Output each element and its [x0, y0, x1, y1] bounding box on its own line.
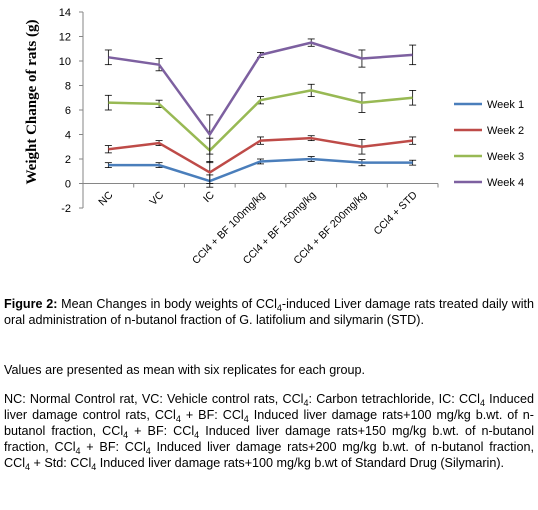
y-axis-label: Weight Change of rats (g): [24, 20, 40, 185]
caption-text: Mean Changes in body weights of CCl: [57, 297, 277, 311]
figure-label: Figure 2:: [4, 297, 58, 311]
abbr-sub: 4: [479, 398, 485, 408]
y-tick-label: 0: [65, 179, 71, 191]
series-line: [108, 157, 413, 183]
legend-label: Week 3: [487, 151, 524, 163]
abbr-sub: 4: [145, 446, 151, 456]
abbr-text: NC: Normal Control rat, VC: Vehicle cont…: [4, 392, 304, 406]
y-tick-label: 6: [65, 105, 71, 117]
abbr-text: Induced liver damage rats+100 mg/kg b.wt…: [96, 456, 505, 470]
abbr-sub: 4: [75, 446, 81, 456]
abbr-text: : Carbon tetrachloride, IC: CCl: [308, 392, 480, 406]
series-week-4: [104, 38, 417, 155]
series-line: [108, 41, 413, 136]
y-tick-label: 12: [59, 32, 71, 44]
abbr-sub: 4: [91, 462, 97, 472]
series-week-2: [104, 135, 417, 184]
abbr-sub: 4: [175, 414, 181, 424]
y-tick-label: 8: [65, 81, 71, 93]
series-layer: [104, 38, 417, 188]
abbr-text: + BF: CCl: [128, 424, 195, 438]
figure-note: Values are presented as mean with six re…: [4, 363, 365, 377]
x-tick-label: NC: [96, 189, 116, 209]
y-ticks: -2 0 2 4 6 8 10 12 14: [59, 7, 83, 215]
x-tick-label: CCl4 + STD: [371, 189, 420, 238]
x-tick-label: VC: [147, 189, 166, 208]
y-tick-label: 4: [65, 130, 71, 142]
abbr-text: + Std: CCl: [30, 456, 92, 470]
abbr-text: Induced liver damage rats+100 mg/kg b.wt…: [4, 408, 534, 438]
y-tick-label: 14: [59, 7, 71, 19]
figure-caption: Figure 2: Mean Changes in body weights o…: [4, 296, 534, 328]
abbr-sub: 4: [25, 462, 31, 472]
legend-label: Week 2: [487, 125, 524, 137]
legend: Week 1 Week 2 Week 3 Week 4: [454, 99, 524, 189]
abbr-sub: 4: [303, 398, 309, 408]
abbr-text: Induced liver damage rats+200 mg/kg b.wt…: [4, 440, 534, 470]
chart-axes: [82, 12, 438, 208]
series-line: [108, 89, 413, 152]
abbreviations: NC: Normal Control rat, VC: Vehicle cont…: [4, 391, 534, 472]
abbr-text: Induced liver damage rats+150 mg/kg b.wt…: [4, 424, 534, 454]
y-tick-label: 2: [65, 154, 71, 166]
legend-label: Week 4: [487, 177, 524, 189]
caption-text-cont: -induced Liver damage rats treated daily…: [4, 297, 535, 327]
y-tick-label: -2: [61, 203, 71, 215]
series-week-1: [104, 156, 417, 188]
abbr-text: + BF: CCl: [80, 440, 146, 454]
series-line: [108, 136, 413, 174]
abbr-text: + BF: CCl: [180, 408, 244, 422]
abbr-sub: 4: [243, 414, 249, 424]
abbr-sub: 4: [123, 430, 129, 440]
series-week-3: [104, 83, 417, 164]
abbr-sub: 4: [194, 430, 200, 440]
abbr-text: Induced liver damage control rats, CCl: [4, 392, 534, 422]
x-tick-label: IC: [201, 189, 217, 205]
y-tick-label: 10: [59, 56, 71, 68]
caption-subscript: 4: [276, 303, 282, 313]
legend-label: Week 1: [487, 99, 524, 111]
